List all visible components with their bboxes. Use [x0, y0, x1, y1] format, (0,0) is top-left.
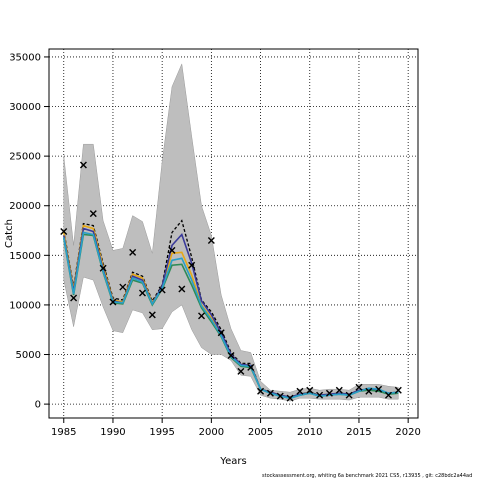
observed-point: [355, 383, 363, 391]
observed-point: [60, 228, 68, 236]
x-tick-label: 1985: [51, 427, 76, 438]
observed-point: [375, 385, 383, 393]
observed-point: [227, 352, 235, 360]
observed-point: [335, 386, 343, 394]
observed-point: [89, 210, 97, 218]
y-tick-label: 0: [35, 400, 41, 411]
observed-point: [188, 261, 196, 269]
y-axis-title: Catch: [4, 219, 15, 248]
observed-point: [237, 367, 245, 375]
confidence-band-layer: [63, 62, 399, 402]
observed-point: [345, 391, 353, 399]
observed-point: [99, 264, 107, 272]
observed-point: [296, 387, 304, 395]
y-tick-label: 10000: [9, 300, 41, 311]
observed-point: [207, 236, 215, 244]
y-tick-label: 15000: [9, 251, 41, 262]
observed-point: [148, 311, 156, 319]
plot-frame: [48, 48, 419, 419]
observed-point: [217, 329, 225, 337]
observed-point: [286, 394, 294, 402]
observed-point: [129, 248, 137, 256]
x-tick-label: 2015: [346, 427, 371, 438]
observed-point: [247, 363, 255, 371]
confidence-band: [63, 62, 399, 402]
x-axis: 1985 1990 1995 2000 2005 2010 2015 2020: [51, 418, 421, 438]
observed-point: [158, 286, 166, 294]
observed-point: [266, 389, 274, 397]
y-tick-label: 30000: [9, 102, 41, 113]
x-tick-label: 2020: [395, 427, 420, 438]
observed-point: [70, 294, 78, 302]
y-tick-label: 35000: [9, 52, 41, 63]
observed-point: [384, 391, 392, 399]
observed-point: [168, 246, 176, 254]
x-tick-label: 1990: [100, 427, 125, 438]
observed-point: [257, 387, 265, 395]
observed-point: [198, 312, 206, 320]
y-tick-label: 25000: [9, 152, 41, 163]
observed-point: [325, 389, 333, 397]
observed-point: [109, 298, 117, 306]
observed-points-layer: [60, 161, 402, 402]
observed-point: [365, 387, 373, 395]
observed-point: [138, 289, 146, 297]
x-axis-title: Years: [219, 456, 246, 467]
x-tick-label: 2010: [297, 427, 322, 438]
observed-point: [306, 386, 314, 394]
x-tick-label: 2000: [199, 427, 224, 438]
footer-credit: stockassessment.org, whiting 6a benchmar…: [262, 473, 473, 479]
observed-point: [394, 386, 402, 394]
y-tick-label: 5000: [16, 350, 41, 361]
y-axis: 0 5000 10000 15000 20000 25000 30000 35000: [9, 52, 49, 411]
observed-point: [119, 283, 127, 291]
observed-point: [178, 285, 186, 293]
x-tick-label: 2005: [248, 427, 273, 438]
observed-point: [276, 392, 284, 400]
x-tick-label: 1995: [149, 427, 174, 438]
y-tick-label: 20000: [9, 201, 41, 212]
observed-point: [316, 391, 324, 399]
observed-point: [79, 161, 87, 169]
